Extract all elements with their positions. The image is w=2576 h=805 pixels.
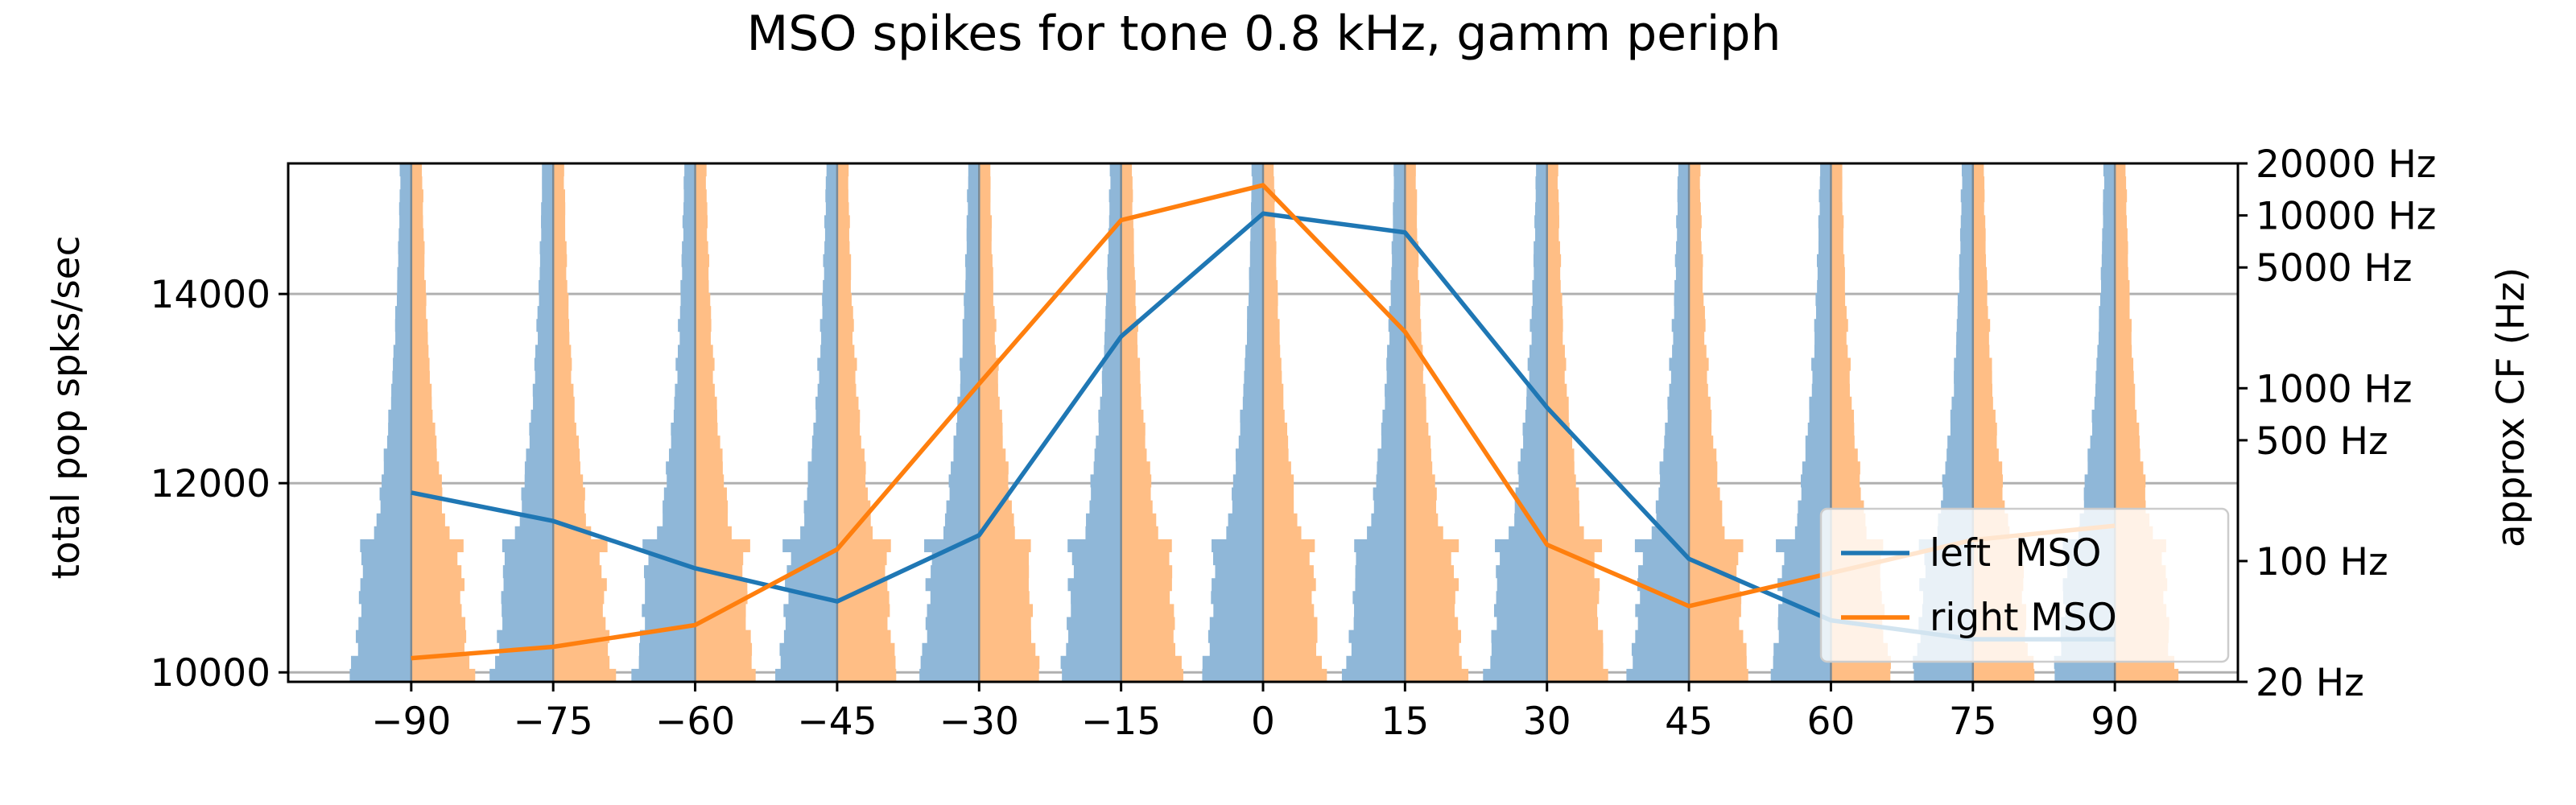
right-mso-histogram bbox=[695, 163, 756, 682]
x-tick-label: −75 bbox=[514, 700, 593, 744]
y2-tick-label: 100 Hz bbox=[2256, 540, 2388, 584]
right-mso-histogram bbox=[1121, 163, 1183, 682]
axes: −90 −75 −60 −45 −30 −15 0 15 30 45 60 75 90 10000 1200… bbox=[150, 142, 2436, 744]
left-mso-histogram bbox=[1626, 163, 1690, 682]
y2-tick-label: 20000 Hz bbox=[2256, 142, 2436, 187]
x-tick-label: 15 bbox=[1381, 700, 1429, 744]
y2-axis-label: approx CF (Hz) bbox=[2489, 267, 2533, 547]
left-mso-histogram bbox=[1060, 163, 1121, 682]
y2-tick-label: 20 Hz bbox=[2256, 661, 2364, 705]
legend-label: right MSO bbox=[1930, 596, 2117, 640]
y2-tick-label: 1000 Hz bbox=[2256, 367, 2413, 411]
right-mso-histogram bbox=[1263, 163, 1327, 682]
y-tick-label: 14000 bbox=[150, 273, 270, 317]
left-mso-histogram bbox=[1483, 163, 1547, 682]
left-mso-histogram bbox=[1770, 163, 1831, 682]
y-tick-label: 10000 bbox=[150, 651, 270, 696]
left-mso-histogram bbox=[1341, 163, 1406, 682]
left-mso-histogram bbox=[1202, 163, 1263, 682]
chart-title: MSO spikes for tone 0.8 kHz, gamm periph bbox=[746, 6, 1781, 62]
x-tick-label: 90 bbox=[2091, 700, 2139, 744]
y-axis-label: total pop spks/sec bbox=[44, 236, 89, 580]
y-tick-label: 12000 bbox=[150, 462, 270, 506]
right-mso-histogram bbox=[553, 163, 617, 682]
x-tick-label: −60 bbox=[655, 700, 735, 744]
right-mso-histogram bbox=[1689, 163, 1748, 682]
x-tick-label: 45 bbox=[1665, 700, 1713, 744]
right-mso-histogram bbox=[411, 163, 476, 682]
x-tick-label: 30 bbox=[1523, 700, 1571, 744]
x-tick-label: 0 bbox=[1251, 700, 1275, 744]
x-tick-label: −15 bbox=[1081, 700, 1161, 744]
x-tick-label: −90 bbox=[371, 700, 451, 744]
left-mso-histogram bbox=[919, 163, 980, 682]
x-tick-label: 75 bbox=[1949, 700, 1997, 744]
right-mso-histogram bbox=[979, 163, 1040, 682]
left-mso-histogram bbox=[489, 163, 554, 682]
cf-histograms bbox=[349, 163, 2179, 682]
legend-box bbox=[1819, 507, 2230, 663]
y2-tick-label: 500 Hz bbox=[2256, 419, 2388, 464]
x-tick-label: −45 bbox=[797, 700, 877, 744]
left-mso-histogram bbox=[775, 163, 837, 682]
right-mso-histogram bbox=[1405, 163, 1469, 682]
right-mso-histogram bbox=[836, 163, 897, 682]
x-tick-label: 60 bbox=[1807, 700, 1856, 744]
legend: left MSO right MSO bbox=[1819, 507, 2230, 663]
y2-tick-label: 5000 Hz bbox=[2256, 246, 2413, 291]
x-tick-label: −30 bbox=[939, 700, 1019, 744]
left-mso-histogram bbox=[349, 163, 411, 682]
legend-label: left MSO bbox=[1930, 531, 2101, 576]
y2-tick-label: 10000 Hz bbox=[2256, 195, 2436, 239]
